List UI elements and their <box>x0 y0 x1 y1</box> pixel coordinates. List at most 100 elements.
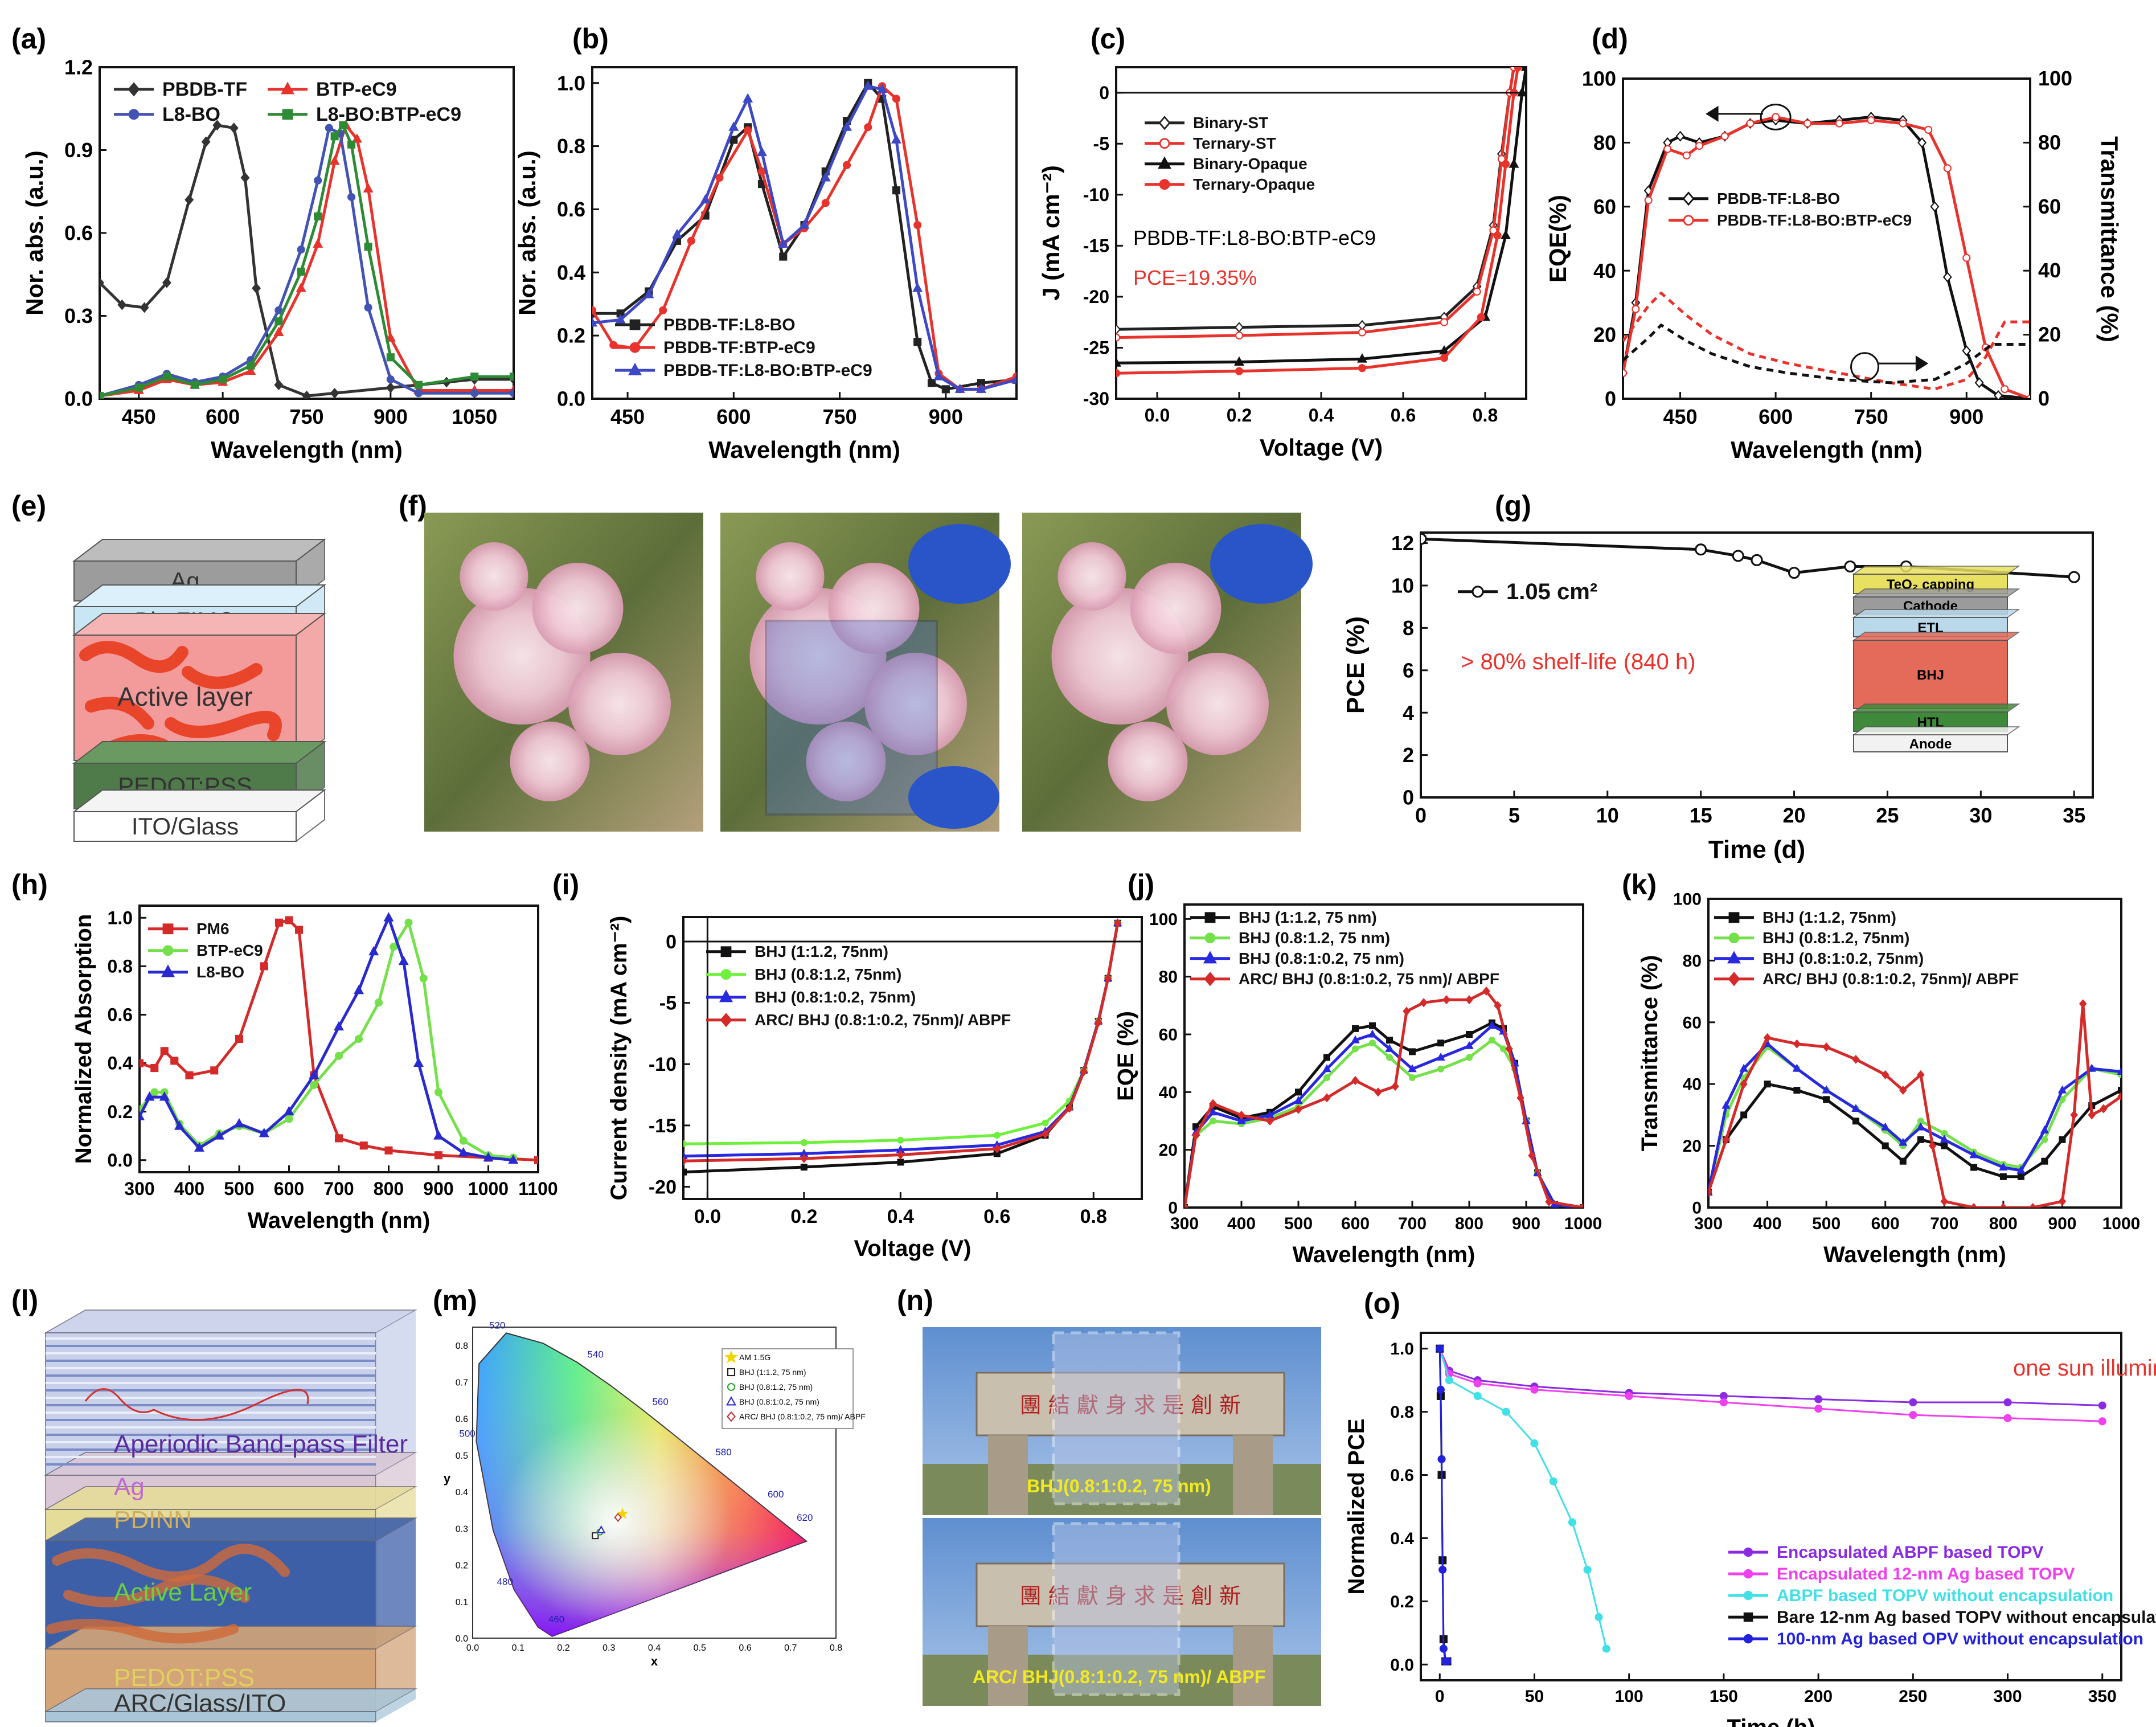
y-tick-label: 10 <box>1391 574 1414 598</box>
data-point-d-1 <box>1835 119 1843 128</box>
data-point-a-1 <box>296 283 306 292</box>
data-point-a-1 <box>363 183 374 193</box>
data-point-b-2 <box>842 121 852 131</box>
series-line-k-0 <box>1708 1082 2121 1193</box>
legend-label-o: ABPF based TOPV without encapsulation <box>1777 1586 2113 1605</box>
x-tick-label: 0.3 <box>602 1643 615 1653</box>
data-point-a-0 <box>386 382 395 394</box>
data-point-d-0 <box>1994 390 2003 399</box>
data-point-b-2 <box>891 134 901 144</box>
chart-c: 0.0 0.2 0.4 0.6 0.8 0 -5 -10 -15 -20 -25 -30 Voltage… <box>1038 23 1527 461</box>
panel-label-i: (i) <box>552 869 579 901</box>
data-point-k-0 <box>2017 1173 2024 1180</box>
y-axis-label: Current density (mA cm⁻²) <box>606 916 632 1201</box>
chart-j: 300 400 500 600 700 800 900 1000 0 20 40 60 80 100 Wav… <box>1113 869 1602 1267</box>
y-tick-label: 0 <box>1403 786 1414 809</box>
legend-label-b: PBDB-TF:L8-BO <box>663 316 796 334</box>
legend-label-m: BHJ (0.8:1.2, 75 nm) <box>739 1382 813 1392</box>
data-point-d-1 <box>1943 164 1952 173</box>
data-point-o-4 <box>1436 1344 1444 1353</box>
data-point-i-0 <box>800 1164 808 1171</box>
data-point-i-1 <box>993 1132 1001 1139</box>
plot-frame-k <box>1707 898 2122 1209</box>
data-point-o-4 <box>1438 1565 1447 1574</box>
data-point-o-2 <box>1502 1407 1510 1416</box>
data-point-c-1 <box>1358 328 1367 337</box>
inset-layer-top <box>1852 566 2020 575</box>
legend-marker-k <box>1728 972 1740 987</box>
data-point-h-0 <box>384 1146 393 1155</box>
data-point-j-1 <box>1489 1037 1495 1044</box>
data-point-g-0 <box>1421 533 1427 545</box>
data-point-h-0 <box>160 1047 169 1055</box>
y-tick-label: 0.0 <box>64 387 93 411</box>
x-tick-label: 1000 <box>468 1178 509 1199</box>
data-point-i-1 <box>897 1136 904 1144</box>
y-tick-label: 0.0 <box>456 1634 468 1644</box>
series-line-a-0 <box>100 124 514 398</box>
inset-layer-top <box>1852 588 2020 598</box>
wavelength-label: 620 <box>797 1512 813 1523</box>
wavelength-label: 600 <box>768 1489 784 1500</box>
data-point-j-3 <box>1266 1116 1274 1126</box>
x-tick-label: 700 <box>1930 1214 1958 1233</box>
data-point-b-2 <box>799 219 810 229</box>
y-tick-label: 0.7 <box>456 1378 468 1388</box>
blossom <box>1108 721 1188 801</box>
y2-tick-label: 0 <box>2038 387 2050 410</box>
data-point-c-3 <box>1358 364 1367 373</box>
x-axis-label: Wavelength (nm) <box>708 436 900 463</box>
x-tick-label: 900 <box>1949 405 1983 428</box>
active-layer-domain <box>85 697 154 730</box>
series-line-k-2 <box>1708 1042 2121 1193</box>
data-point-g-0 <box>1695 543 1707 556</box>
y-tick-label: 0.6 <box>456 1415 468 1425</box>
y-axis-label: Nor. abs. (a.u.) <box>514 150 540 315</box>
y-tick-label: 0.8 <box>108 956 133 977</box>
data-point-c-3 <box>1501 160 1510 169</box>
data-point-k-0 <box>1740 1111 1748 1119</box>
data-point-j-3 <box>1516 1093 1524 1103</box>
x-tick-label: 600 <box>274 1178 304 1199</box>
y-tick-label: 0.6 <box>108 1005 133 1025</box>
data-point-b-1 <box>659 306 667 314</box>
y-tick-label: 1.0 <box>557 71 585 95</box>
data-point-i-3 <box>1041 1129 1050 1139</box>
data-point-b-1 <box>744 126 752 134</box>
panel-label-e: (e) <box>11 490 46 522</box>
layer-side-face <box>376 1518 416 1649</box>
x-axis-label: Voltage (V) <box>1260 434 1383 461</box>
legend-label-c: Binary-ST <box>1193 114 1268 132</box>
data-point-h-0 <box>274 918 284 927</box>
plot-frame-j <box>1183 903 1584 1209</box>
data-point-j-1 <box>1323 1074 1330 1081</box>
data-point-c-1 <box>1116 333 1121 342</box>
data-point-h-2 <box>234 1118 244 1128</box>
data-point-h-1 <box>310 1081 318 1089</box>
y-tick-label: -5 <box>659 993 677 1014</box>
legend-marker-g <box>1472 586 1484 598</box>
wavelength-label: 500 <box>459 1428 475 1439</box>
blossom <box>806 721 886 801</box>
x-tick-label: 5 <box>1509 804 1520 827</box>
layer-top-face <box>72 584 326 607</box>
data-point-j-1 <box>1466 1054 1473 1061</box>
blossom <box>510 721 590 801</box>
y-axis-label: Normalized Absorption <box>71 914 96 1164</box>
x-tick-label: 700 <box>1398 1214 1427 1233</box>
x-tick-label: 0.0 <box>466 1643 479 1653</box>
legend-marker-h <box>162 923 174 935</box>
data-point-d-1 <box>1695 141 1704 150</box>
gate-pillar <box>988 1626 1028 1706</box>
data-point-h-1 <box>374 998 383 1007</box>
layer-top-face <box>44 1309 417 1333</box>
x-tick-label: 600 <box>1341 1214 1370 1233</box>
photo-caption: BHJ(0.8:1:0.2, 75 nm) <box>1027 1476 1211 1496</box>
y-tick-label: 80 <box>1159 968 1178 987</box>
legend-label-h: L8-BO <box>196 963 244 981</box>
legend-marker-i <box>720 1013 732 1028</box>
data-point-d-1 <box>1962 253 1971 262</box>
gate-inscription: 團 結 獻 身 求 是 創 新 <box>1020 1583 1241 1609</box>
legend-label-c: Ternary-Opaque <box>1193 175 1315 193</box>
data-point-a-2 <box>386 375 395 384</box>
